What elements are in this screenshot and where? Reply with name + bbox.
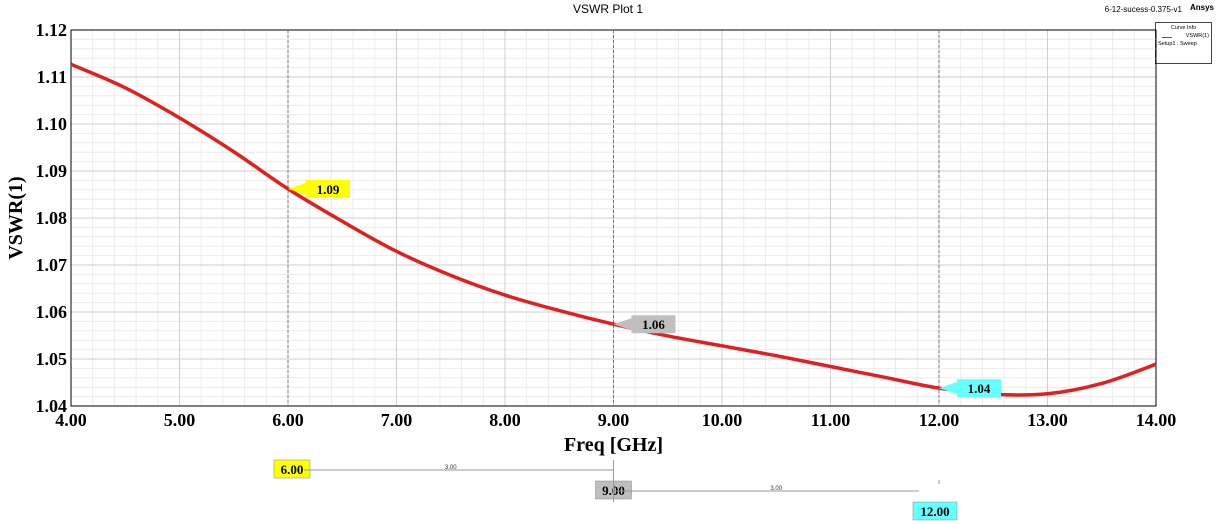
legend-swatch: [1162, 37, 1172, 38]
marker-pointer: [939, 382, 957, 395]
legend-title: Curve Info: [1170, 25, 1197, 31]
x-tick-label: 8.00: [489, 410, 521, 430]
plot-title: VSWR Plot 1: [572, 2, 644, 16]
x-tick-label: 13.00: [1027, 410, 1068, 430]
y-tick-label: 1.11: [36, 67, 67, 87]
x-axis-label: Freq [GHz]: [564, 434, 663, 456]
y-tick-label: 1.06: [36, 302, 68, 322]
brand-logo: Ansys: [1189, 3, 1214, 12]
marker-labels[interactable]: 1.09 1.06 1.04: [288, 179, 1001, 398]
y-tick-label: 1.07: [36, 255, 68, 275]
x-tick-labels: 4.00 5.00 6.00 7.00 8.00 9.00 10.00 11.00 12.00 1…: [55, 410, 1176, 430]
legend-setup: Setup1 : Sweep: [1158, 41, 1197, 47]
x-tick-label: 4.00: [55, 410, 87, 430]
x-tick-label: 6.00: [272, 410, 304, 430]
project-name: 6-12-sucess-0.375-v1: [1104, 5, 1182, 14]
y-tick-label: 1.12: [36, 20, 68, 40]
y-tick-label: 1.10: [36, 114, 68, 134]
legend-series-name: VSWR(1): [1185, 33, 1209, 39]
x-tick-label: 12.00: [919, 410, 960, 430]
x-marker-box: [273, 459, 311, 479]
x-marker-label: 6.00: [281, 462, 304, 477]
marker-pointer: [613, 318, 632, 331]
x-marker-label: 12.00: [920, 504, 949, 519]
delta-label: 3.00: [445, 465, 457, 471]
y-tick-labels: 1.04 1.05 1.06 1.07 1.08 1.09 1.10 1.11 1.12: [36, 20, 68, 416]
y-tick-label: 1.05: [36, 349, 68, 369]
marker-value-label: 1.06: [642, 317, 665, 332]
x-marker-box: [912, 501, 958, 521]
marker-value-box: [957, 379, 1001, 398]
curve-info-legend[interactable]: Curve Info VSWR(1) Setup1 : Sweep: [1155, 22, 1212, 64]
marker-value-label: 1.09: [317, 182, 340, 197]
delta-label: 3.00: [770, 486, 782, 492]
marker-pointer: [288, 182, 306, 195]
y-tick-label: 1.04: [36, 396, 68, 416]
x-tick-label: 7.00: [381, 410, 413, 430]
y-tick-label: 1.09: [36, 161, 68, 181]
x-tick-label: 11.00: [811, 410, 851, 430]
marker-value-box: [306, 179, 350, 198]
marker-value-box: [631, 315, 676, 334]
x-tick-label: 10.00: [702, 410, 743, 430]
x-tick-label: 5.00: [164, 410, 196, 430]
marker-lines: [287, 30, 940, 406]
y-tick-label: 1.08: [36, 208, 68, 228]
y-axis-label: VSWR(1): [5, 176, 27, 259]
x-tick-label: 14.00: [1136, 410, 1177, 430]
marker-value-label: 1.04: [968, 381, 991, 396]
x-tick-label: 9.00: [598, 410, 630, 430]
